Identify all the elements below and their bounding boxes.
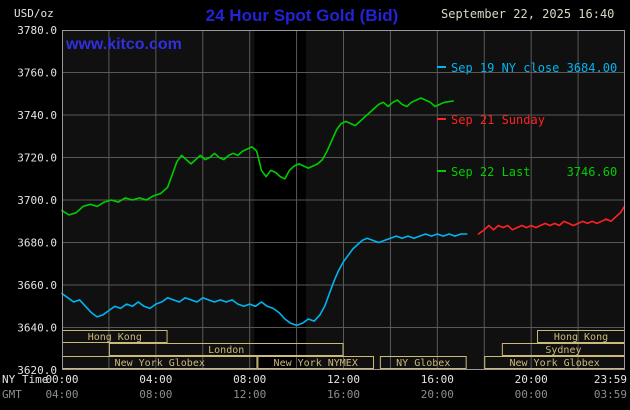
legend-label-sep19: Sep 19 NY close 3684.00 bbox=[451, 61, 618, 75]
x-axis-label-ny: 20:00 bbox=[515, 373, 548, 386]
x-axis-label-gmt: 20:00 bbox=[421, 388, 454, 401]
x-axis-label-gmt: 08:00 bbox=[139, 388, 172, 401]
chart-title: 24 Hour Spot Gold (Bid) bbox=[205, 6, 399, 25]
session-label: London bbox=[208, 345, 244, 356]
session-label: Hong Kong bbox=[88, 332, 142, 343]
price-unit-label: USD/oz bbox=[14, 7, 54, 20]
session-box bbox=[108, 343, 344, 356]
x-axis-label-ny: 12:00 bbox=[327, 373, 360, 386]
legend-item-sep21: Sep 21 Sunday bbox=[437, 113, 617, 127]
x-axis-label-ny: 08:00 bbox=[233, 373, 266, 386]
gmt-axis-caption: GMT bbox=[2, 388, 22, 401]
legend-label-sep22: Sep 22 Last 3746.60 bbox=[451, 165, 618, 179]
legend-line-swatch-icon bbox=[437, 118, 446, 120]
x-axis-label-gmt: 00:00 bbox=[515, 388, 548, 401]
chart-legend: Sep 19 NY close 3684.00 Sep 21 Sunday Se… bbox=[437, 23, 617, 217]
session-box bbox=[257, 356, 374, 369]
y-axis-label: 3720.0 bbox=[17, 152, 57, 165]
kitco-website-link[interactable]: www.kitco.com bbox=[66, 36, 182, 53]
plot-border bbox=[62, 30, 625, 370]
legend-line-swatch-icon bbox=[437, 170, 446, 172]
y-axis-label: 3760.0 bbox=[17, 67, 57, 80]
session-label: New York NYMEX bbox=[274, 358, 358, 369]
x-axis-label-ny: 04:00 bbox=[139, 373, 172, 386]
y-axis-label: 3740.0 bbox=[17, 109, 57, 122]
ny-time-axis-caption: NY Time bbox=[2, 373, 49, 386]
price-line-series-0 bbox=[61, 233, 468, 327]
session-label: New York Globex bbox=[509, 358, 599, 369]
x-axis-label-gmt: 03:59 bbox=[594, 388, 627, 401]
x-axis-label-ny: 00:00 bbox=[45, 373, 78, 386]
y-axis-label: 3700.0 bbox=[17, 194, 57, 207]
x-axis-label-ny: 23:59 bbox=[594, 373, 627, 386]
y-axis-label: 3680.0 bbox=[17, 237, 57, 250]
legend-item-sep22: Sep 22 Last 3746.60 bbox=[437, 165, 617, 179]
session-label: NY Globex bbox=[396, 358, 450, 369]
session-label: New York Globex bbox=[115, 358, 205, 369]
legend-line-swatch-icon bbox=[437, 66, 446, 68]
session-box bbox=[379, 356, 467, 369]
y-axis-label: 3660.0 bbox=[17, 279, 57, 292]
y-axis-label: 3640.0 bbox=[17, 322, 57, 335]
x-axis-label-gmt: 16:00 bbox=[327, 388, 360, 401]
session-label: Hong Kong bbox=[554, 332, 608, 343]
price-line-series-1 bbox=[477, 205, 626, 235]
y-axis-label: 3780.0 bbox=[17, 24, 57, 37]
x-axis-label-ny: 16:00 bbox=[421, 373, 454, 386]
legend-item-sep19: Sep 19 NY close 3684.00 bbox=[437, 61, 617, 75]
x-axis-label-gmt: 12:00 bbox=[233, 388, 266, 401]
chart-datetime: September 22, 2025 16:40 bbox=[441, 7, 615, 21]
y-axis-label: 3620.0 bbox=[17, 364, 57, 377]
price-line-series-2 bbox=[61, 97, 454, 216]
legend-label-sep21: Sep 21 Sunday bbox=[451, 113, 545, 127]
session-label: Sydney bbox=[545, 345, 581, 356]
x-axis-label-gmt: 04:00 bbox=[45, 388, 78, 401]
